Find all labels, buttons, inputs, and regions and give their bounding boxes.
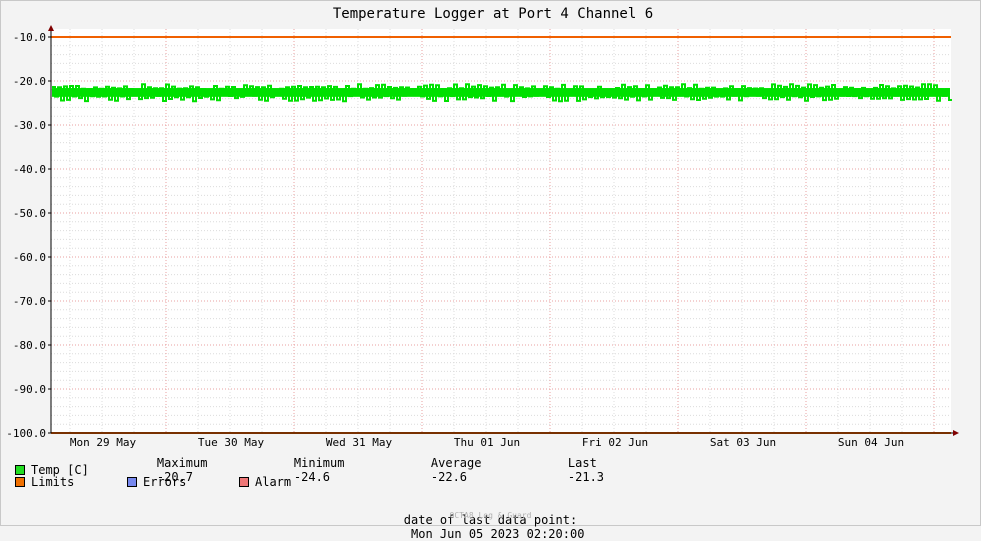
temp-series — [52, 83, 952, 103]
y-tick-label: -70.0 — [13, 295, 46, 308]
legend-limits[interactable]: Limits — [15, 475, 127, 489]
x-tick-label: Sat 03 Jun — [710, 436, 776, 449]
y-tick-labels: -10.0 -20.0 -30.0 -40.0 -50.0 -60.0 -70.0 -80.0… — [6, 31, 46, 440]
last-data-point: date of last data point: Mon Jun 05 2023… — [0, 499, 981, 541]
alarm-swatch — [239, 477, 249, 487]
errors-swatch — [127, 477, 137, 487]
limits-swatch — [15, 477, 25, 487]
y-tick-label: -20.0 — [13, 75, 46, 88]
last-value: -21.3 — [567, 470, 605, 484]
temp-line — [52, 83, 952, 103]
max-label: Maximum — [156, 456, 208, 470]
chart-title: Temperature Logger at Port 4 Channel 6 — [333, 6, 653, 22]
x-tick-label: Tue 30 May — [198, 436, 265, 449]
temp-swatch — [15, 465, 25, 475]
x-axis-arrow — [953, 430, 959, 436]
min-value: -24.6 — [293, 470, 331, 484]
avg-label: Average — [430, 456, 482, 470]
last-data-point-label: date of last data point: — [403, 513, 578, 527]
watermark: OCTA8 Log & Guard — [449, 511, 532, 520]
y-tick-label: -80.0 — [13, 339, 46, 352]
legend-errors-label: Errors — [143, 475, 187, 489]
temperature-chart: Temperature Logger at Port 4 Channel 6 -… — [6, 6, 959, 449]
y-tick-label: -60.0 — [13, 251, 46, 264]
last-label: Last — [567, 456, 597, 470]
legend-temp[interactable]: Temp [C] — [15, 463, 128, 477]
y-tick-label: -30.0 — [13, 119, 46, 132]
legend-row-2: Limits Errors Alarm — [15, 475, 291, 489]
min-label: Minimum — [293, 456, 345, 470]
x-tick-label: Fri 02 Jun — [582, 436, 648, 449]
max-value: -20.7 — [156, 470, 194, 484]
legend-alarm-label: Alarm — [255, 475, 292, 489]
x-tick-label: Wed 31 May — [326, 436, 393, 449]
last-data-point-value: Mon Jun 05 2023 02:20:00 — [411, 527, 585, 541]
grid-major — [51, 29, 951, 434]
y-tick-label: -40.0 — [13, 163, 46, 176]
axes — [48, 25, 959, 436]
x-tick-labels: Mon 29 May Tue 30 May Wed 31 May Thu 01 Jun… — [70, 436, 904, 449]
legend-row-1: Temp [C] Maximum -20.7 Minimum -24.6 Ave… — [15, 456, 611, 484]
y-axis-arrow — [48, 25, 54, 31]
avg-value: -22.6 — [430, 470, 468, 484]
legend-limits-label: Limits — [31, 475, 75, 489]
y-tick-label: -50.0 — [13, 207, 46, 220]
x-tick-label: Thu 01 Jun — [454, 436, 520, 449]
x-tick-label: Sun 04 Jun — [838, 436, 904, 449]
y-tick-label: -100.0 — [6, 427, 46, 440]
x-tick-label: Mon 29 May — [70, 436, 137, 449]
legend-errors[interactable]: Errors — [127, 475, 239, 489]
legend-alarm[interactable]: Alarm — [239, 475, 291, 489]
y-tick-label: -10.0 — [13, 31, 46, 44]
legend-temp-label: Temp [C] — [31, 463, 89, 477]
y-tick-label: -90.0 — [13, 383, 46, 396]
